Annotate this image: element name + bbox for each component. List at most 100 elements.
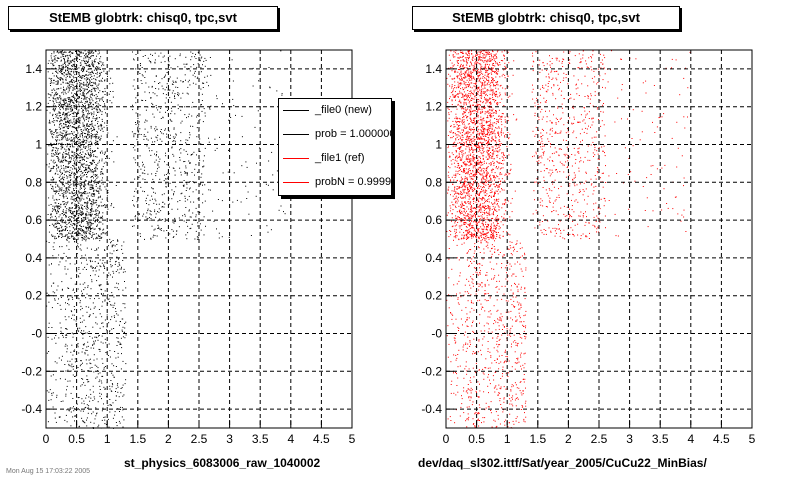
scatter-point [124,337,126,339]
scatter-point [79,248,81,250]
scatter-point [483,160,485,162]
scatter-point [65,255,67,257]
scatter-point [101,158,103,160]
scatter-point [456,124,458,126]
scatter-point [56,129,58,130]
scatter-point [53,82,55,84]
scatter-point [81,290,82,292]
scatter-point [50,94,52,96]
scatter-point [78,138,80,140]
scatter-point [102,342,104,344]
scatter-point [63,176,65,178]
scatter-point [65,187,67,189]
scatter-point [79,155,81,157]
scatter-point [91,186,93,188]
scatter-point [54,58,56,60]
scatter-point [91,236,93,238]
scatter-point [72,416,74,418]
scatter-point [463,81,465,83]
scatter-point [85,154,87,155]
scatter-point [81,262,82,264]
scatter-point [68,104,70,106]
scatter-point [460,169,461,171]
scatter-point [178,217,180,219]
scatter-point [63,126,65,128]
scatter-point [199,119,201,121]
scatter-point [59,161,61,163]
scatter-point [106,278,108,280]
scatter-point [484,113,486,115]
scatter-point [58,298,59,300]
scatter-point [174,96,175,98]
scatter-point [62,135,64,137]
scatter-point [60,148,62,150]
scatter-point [71,235,73,237]
scatter-point [91,98,93,100]
scatter-point [95,98,97,100]
scatter-point [60,227,62,229]
scatter-point [99,109,101,111]
scatter-point [173,236,175,238]
scatter-point [485,143,487,144]
scatter-point [110,304,111,306]
scatter-point [77,176,79,178]
scatter-point [60,71,62,73]
scatter-point [159,111,161,113]
scatter-point [141,172,143,174]
scatter-point [65,182,67,184]
scatter-point [497,232,499,233]
scatter-point [146,145,148,147]
scatter-point [477,221,479,223]
scatter-panel-2: 0 0.5 1 1.5 2 2.5 3 3.5 4 4.5 5-0.4-0.2-00.20.40.6… [421,49,756,446]
scatter-point [60,78,62,80]
scatter-point [109,91,111,92]
scatter-point [468,189,470,191]
scatter-point [179,149,180,151]
scatter-point [48,197,50,199]
scatter-point [76,118,78,120]
scatter-point [74,238,76,240]
scatter-point [67,69,68,71]
scatter-point [74,168,76,170]
scatter-point [88,53,90,54]
scatter-point [93,52,95,54]
scatter-point [74,164,76,166]
scatter-point [454,71,456,73]
scatter-point [491,232,492,233]
scatter-point [78,268,80,270]
scatter-point [79,82,81,84]
scatter-point [77,120,78,122]
scatter-point [97,262,99,264]
scatter-point [123,241,125,243]
scatter-point [200,143,202,145]
scatter-point [155,105,157,107]
scatter-point [81,195,83,197]
scatter-point [105,158,107,159]
scatter-point [487,63,488,65]
scatter-point [111,265,113,267]
scatter-point [62,220,64,222]
scatter-point [52,188,54,190]
scatter-point [473,118,475,120]
scatter-point [111,203,113,205]
scatter-point [61,142,63,144]
scatter-point [59,109,61,111]
scatter-point [101,171,103,173]
scatter-point [484,179,486,181]
scatter-point [186,173,188,174]
scatter-point [486,142,488,144]
scatter-point [190,59,192,61]
scatter-point [479,207,481,209]
scatter-point [170,67,172,69]
scatter-point [72,374,74,376]
scatter-point [74,229,76,231]
scatter-point [469,109,470,111]
scatter-point [54,202,56,204]
scatter-point [93,195,95,197]
scatter-point [82,135,83,136]
scatter-point [74,214,76,216]
scatter-point [110,404,112,406]
scatter-point [68,100,70,102]
scatter-point [95,211,97,213]
scatter-point [93,154,95,156]
